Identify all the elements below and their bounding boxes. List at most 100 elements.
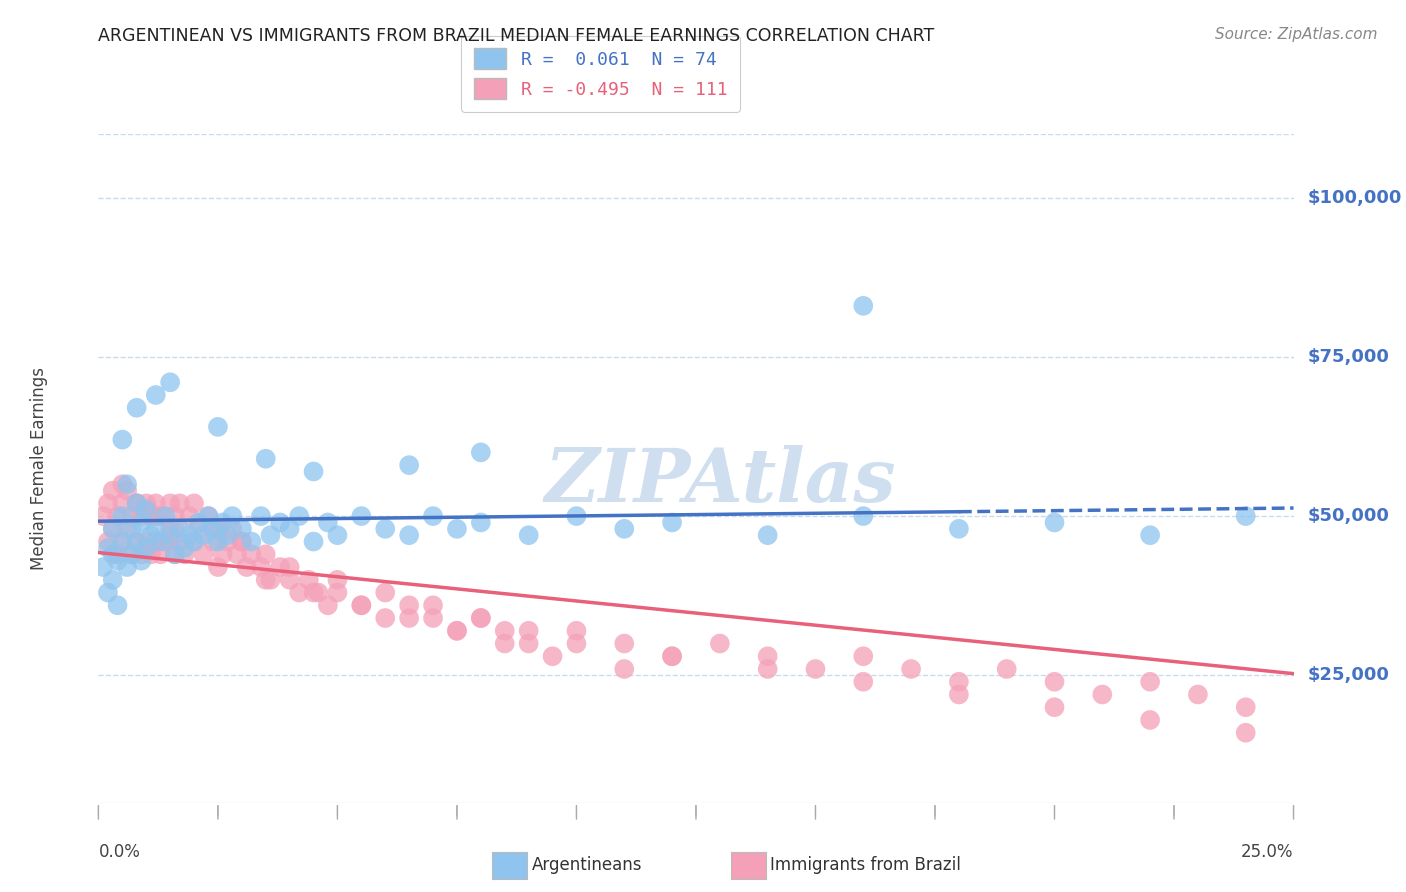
Point — [326, 585, 349, 599]
Point — [661, 516, 683, 530]
Point — [159, 534, 181, 549]
Point — [948, 688, 970, 702]
Point — [121, 522, 143, 536]
Point — [288, 585, 311, 599]
Point — [145, 388, 167, 402]
Point — [613, 522, 636, 536]
Text: Argentineans: Argentineans — [531, 856, 643, 874]
Point — [101, 522, 124, 536]
Point — [145, 522, 167, 536]
Point — [231, 522, 253, 536]
Point — [173, 547, 195, 561]
Point — [159, 528, 181, 542]
Point — [298, 573, 321, 587]
Point — [111, 496, 134, 510]
Point — [121, 547, 143, 561]
Point — [1043, 516, 1066, 530]
Point — [193, 547, 215, 561]
Point — [115, 483, 138, 498]
Point — [565, 624, 588, 638]
Point — [97, 585, 120, 599]
Point — [1187, 688, 1209, 702]
Point — [948, 522, 970, 536]
Point — [470, 611, 492, 625]
Point — [125, 496, 148, 510]
Point — [398, 611, 420, 625]
Point — [131, 547, 153, 561]
Point — [125, 401, 148, 415]
Point — [422, 611, 444, 625]
Point — [169, 534, 191, 549]
Point — [169, 522, 191, 536]
Point — [852, 649, 875, 664]
Point — [374, 522, 396, 536]
Point — [211, 516, 233, 530]
Text: ARGENTINEAN VS IMMIGRANTS FROM BRAZIL MEDIAN FEMALE EARNINGS CORRELATION CHART: ARGENTINEAN VS IMMIGRANTS FROM BRAZIL ME… — [98, 27, 935, 45]
Point — [202, 522, 225, 536]
Point — [121, 547, 143, 561]
Point — [756, 662, 779, 676]
Point — [278, 573, 301, 587]
Point — [135, 496, 157, 510]
Point — [804, 662, 827, 676]
Point — [398, 528, 420, 542]
Text: ZIPAtlas: ZIPAtlas — [544, 445, 896, 518]
Point — [139, 528, 162, 542]
Point — [131, 516, 153, 530]
Point — [316, 599, 339, 613]
Point — [155, 534, 177, 549]
Point — [1091, 688, 1114, 702]
Point — [163, 522, 186, 536]
Point — [948, 674, 970, 689]
Point — [1139, 528, 1161, 542]
Point — [565, 636, 588, 650]
Point — [197, 509, 219, 524]
Point — [207, 560, 229, 574]
Point — [1139, 674, 1161, 689]
Point — [240, 547, 263, 561]
Point — [131, 554, 153, 568]
Point — [149, 509, 172, 524]
Point — [240, 534, 263, 549]
Point — [326, 528, 349, 542]
Point — [398, 599, 420, 613]
Point — [121, 509, 143, 524]
Point — [269, 560, 291, 574]
Point — [217, 528, 239, 542]
Point — [221, 522, 243, 536]
Point — [307, 585, 329, 599]
Point — [517, 624, 540, 638]
Point — [852, 674, 875, 689]
Text: Median Female Earnings: Median Female Earnings — [30, 367, 48, 570]
Point — [207, 522, 229, 536]
Text: 25.0%: 25.0% — [1241, 843, 1294, 861]
Point — [163, 547, 186, 561]
Point — [207, 522, 229, 536]
Point — [115, 522, 138, 536]
Point — [111, 477, 134, 491]
Point — [316, 516, 339, 530]
Point — [613, 662, 636, 676]
Point — [91, 509, 114, 524]
Point — [613, 636, 636, 650]
Point — [111, 534, 134, 549]
Point — [125, 534, 148, 549]
Point — [169, 496, 191, 510]
Point — [145, 496, 167, 510]
Text: $50,000: $50,000 — [1308, 507, 1389, 525]
Point — [565, 509, 588, 524]
Point — [470, 611, 492, 625]
Point — [302, 585, 325, 599]
Point — [183, 534, 205, 549]
Point — [1234, 725, 1257, 739]
Point — [197, 509, 219, 524]
Point — [125, 534, 148, 549]
Point — [422, 509, 444, 524]
Point — [1043, 700, 1066, 714]
Point — [709, 636, 731, 650]
Point — [125, 496, 148, 510]
Point — [187, 522, 209, 536]
Point — [269, 516, 291, 530]
Point — [202, 534, 225, 549]
Text: 0.0%: 0.0% — [98, 843, 141, 861]
